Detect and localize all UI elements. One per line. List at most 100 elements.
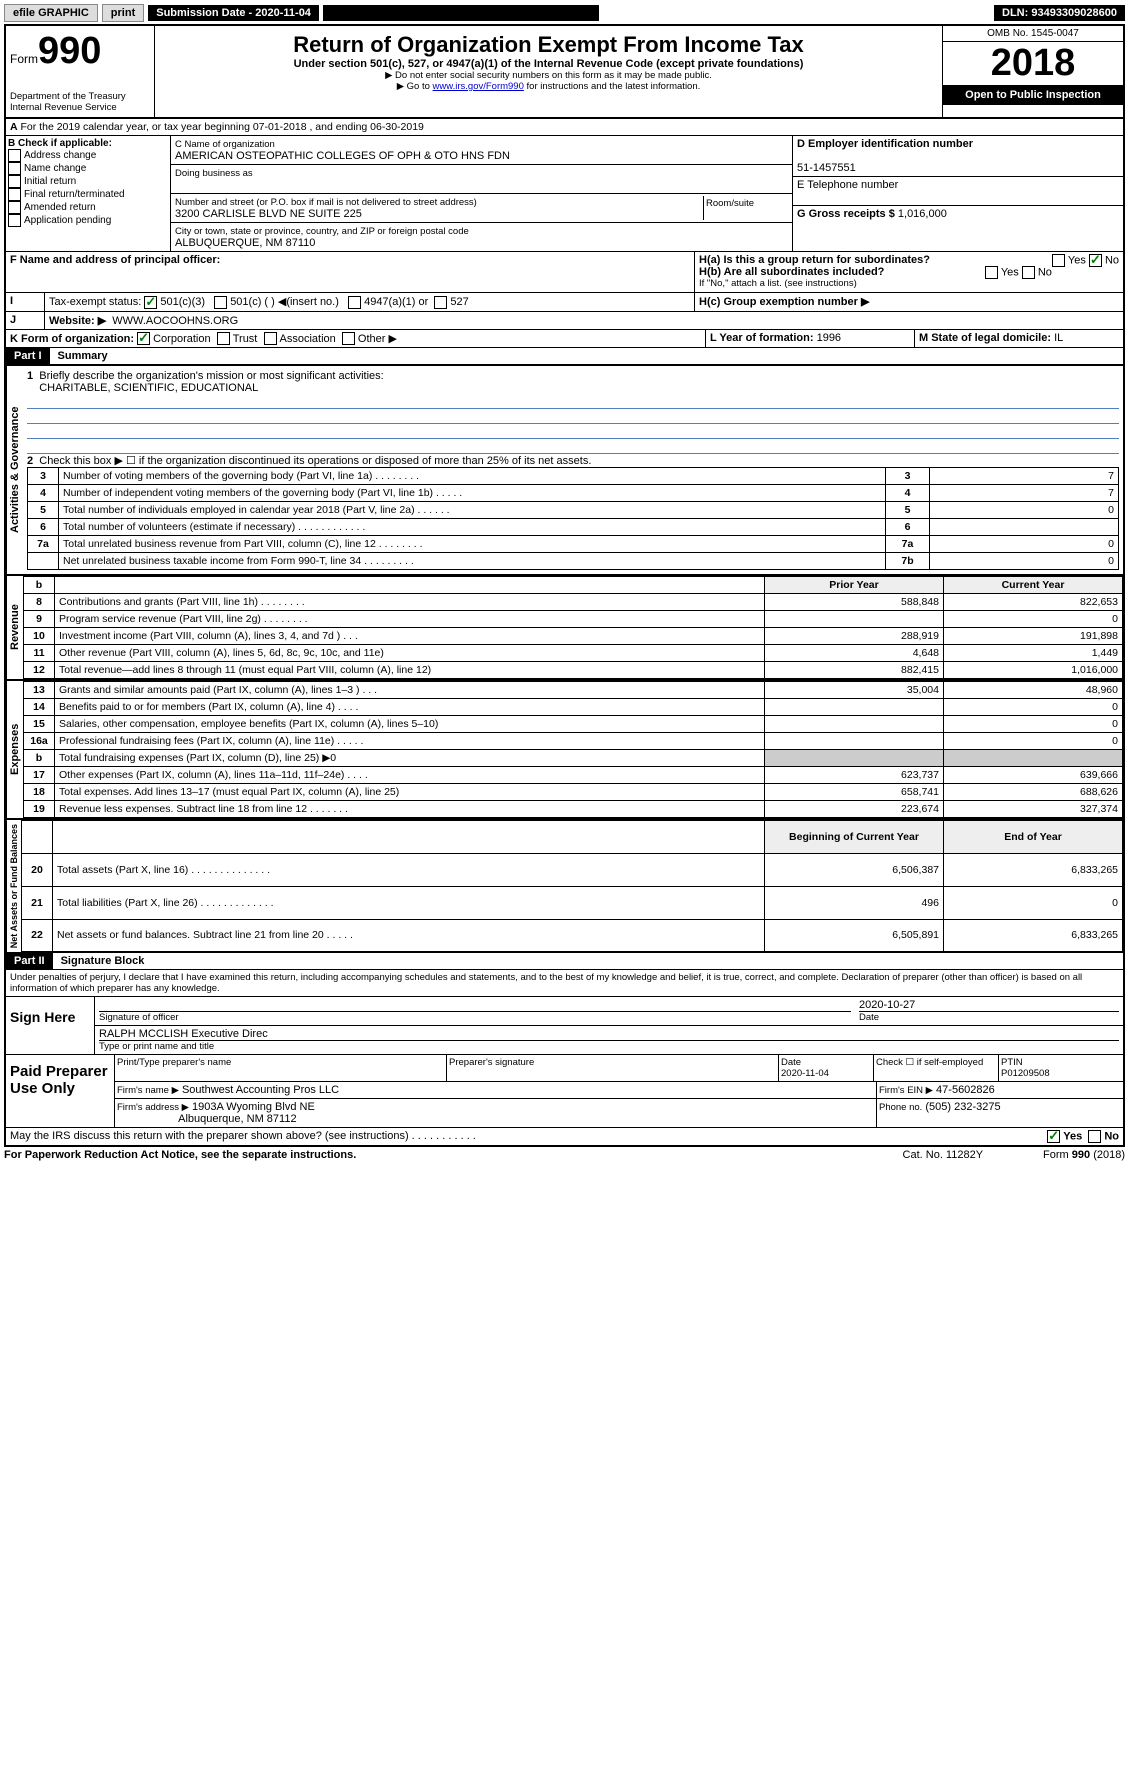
part2-title: Signature Block [61, 955, 145, 967]
discuss-row: May the IRS discuss this return with the… [6, 1127, 1123, 1145]
form-footer: Form 990 (2018) [1043, 1149, 1125, 1161]
ptin: P01209508 [1001, 1068, 1050, 1079]
sign-here-label: Sign Here [6, 997, 95, 1054]
form-word: Form [10, 52, 38, 66]
footer-row: For Paperwork Reduction Act Notice, see … [4, 1147, 1125, 1163]
section-na: Net Assets or Fund Balances Beginning of… [6, 818, 1123, 952]
info-grid: B Check if applicable: Address change Na… [6, 135, 1123, 251]
box-b-label: B Check if applicable: [8, 138, 112, 149]
row-j: J Website: ▶ WWW.AOCOOHNS.ORG [6, 311, 1123, 329]
officer-name-label: Type or print name and title [99, 1040, 1119, 1052]
name-label: C Name of organization [175, 139, 275, 150]
section-exp: Expenses 13Grants and similar amounts pa… [6, 679, 1123, 818]
form-title: Return of Organization Exempt From Incom… [161, 32, 936, 58]
row-klm: K Form of organization: Corporation Trus… [6, 329, 1123, 348]
website-value: WWW.AOCOOHNS.ORG [112, 315, 238, 327]
open-public: Open to Public Inspection [943, 85, 1123, 105]
section-rev: Revenue bPrior YearCurrent Year8Contribu… [6, 574, 1123, 679]
top-bar: efile GRAPHIC print Submission Date - 20… [4, 4, 1125, 22]
submission-date: Submission Date - 2020-11-04 [148, 5, 319, 21]
sig-date: 2020-10-27 [859, 999, 915, 1011]
form-org-label: K Form of organization: [10, 333, 134, 345]
header-left: Form990 Department of the Treasury Inter… [6, 26, 155, 117]
line2: Check this box ▶ ☐ if the organization d… [39, 455, 591, 467]
officer-name: RALPH MCCLISH Executive Direc [99, 1028, 268, 1040]
pra-notice: For Paperwork Reduction Act Notice, see … [4, 1149, 356, 1161]
section-ag: Activities & Governance 1 Briefly descri… [6, 364, 1123, 574]
table-exp: 13Grants and similar amounts paid (Part … [23, 681, 1123, 818]
gross-label: G Gross receipts $ [797, 208, 895, 220]
self-emp: Check ☐ if self-employed [874, 1055, 999, 1081]
header-right: OMB No. 1545-0047 2018 Open to Public In… [942, 26, 1123, 117]
pname-label: Print/Type preparer's name [115, 1055, 447, 1081]
omb-number: OMB No. 1545-0047 [943, 26, 1123, 42]
table-rev: bPrior YearCurrent Year8Contributions an… [23, 576, 1123, 679]
sign-block: Sign Here Signature of officer 2020-10-2… [6, 996, 1123, 1054]
year-formed: 1996 [817, 332, 841, 344]
hb-note: If "No," attach a list. (see instruction… [699, 278, 1119, 289]
form-container: Form990 Department of the Treasury Inter… [4, 24, 1125, 1147]
sig-date-label: Date [859, 1011, 1119, 1023]
vlabel-rev: Revenue [6, 576, 23, 679]
domicile: IL [1054, 332, 1063, 344]
note-ssn: ▶ Do not enter social security numbers o… [161, 70, 936, 81]
tax-status-label: Tax-exempt status: [49, 296, 141, 308]
efile-button[interactable]: efile GRAPHIC [4, 4, 98, 22]
fiscal-year: A For the 2019 calendar year, or tax yea… [6, 118, 1123, 135]
gross-value: 1,016,000 [898, 208, 947, 220]
print-button[interactable]: print [102, 4, 144, 22]
chk-pending[interactable]: Application pending [24, 215, 111, 226]
box-b: B Check if applicable: Address change Na… [6, 136, 171, 251]
addr-label: Number and street (or P.O. box if mail i… [175, 197, 477, 208]
part2-badge: Part II [6, 953, 53, 969]
org-address: 3200 CARLISLE BLVD NE SUITE 225 [175, 208, 362, 220]
ein-value: 51-1457551 [797, 162, 856, 174]
box-c: C Name of organizationAMERICAN OSTEOPATH… [171, 136, 792, 251]
website-label: Website: ▶ [49, 315, 106, 327]
row-i: I Tax-exempt status: 501(c)(3) 501(c) ( … [6, 292, 1123, 311]
perjury-text: Under penalties of perjury, I declare th… [6, 969, 1123, 996]
firm-addr: 1903A Wyoming Blvd NE [192, 1101, 315, 1113]
sig-label: Signature of officer [99, 1011, 851, 1023]
dept-label: Department of the Treasury Internal Reve… [10, 91, 150, 113]
chk-amended[interactable]: Amended return [24, 202, 96, 213]
ein-label: D Employer identification number [797, 138, 973, 150]
spacer [323, 5, 599, 21]
box-h: H(a) Is this a group return for subordin… [695, 252, 1123, 292]
firm-addr2: Albuquerque, NM 87112 [178, 1113, 296, 1125]
mission-text: CHARITABLE, SCIENTIFIC, EDUCATIONAL [39, 382, 258, 394]
room-label: Room/suite [703, 196, 788, 220]
firm-ein: 47-5602826 [936, 1084, 995, 1096]
vlabel-exp: Expenses [6, 681, 23, 818]
table-ag: 3Number of voting members of the governi… [27, 467, 1119, 570]
org-city: ALBUQUERQUE, NM 87110 [175, 237, 315, 249]
firm-name: Southwest Accounting Pros LLC [182, 1084, 339, 1096]
phone-label: E Telephone number [797, 179, 898, 191]
form-subtitle: Under section 501(c), 527, or 4947(a)(1)… [161, 58, 936, 70]
tax-year: 2018 [943, 42, 1123, 85]
pdate: 2020-11-04 [781, 1068, 829, 1079]
part1-badge: Part I [6, 348, 50, 364]
row-fh: F Name and address of principal officer:… [6, 251, 1123, 292]
org-name: AMERICAN OSTEOPATHIC COLLEGES OF OPH & O… [175, 150, 510, 162]
mission-label: Briefly describe the organization's miss… [39, 370, 383, 382]
dba-label: Doing business as [175, 168, 253, 179]
chk-name[interactable]: Name change [24, 163, 86, 174]
ha-label: H(a) Is this a group return for subordin… [699, 254, 930, 266]
discuss-text: May the IRS discuss this return with the… [10, 1130, 476, 1143]
chk-final[interactable]: Final return/terminated [24, 189, 125, 200]
part1-header: Part I Summary [6, 347, 1123, 364]
chk-address[interactable]: Address change [24, 150, 96, 161]
header-center: Return of Organization Exempt From Incom… [155, 26, 942, 117]
chk-initial[interactable]: Initial return [24, 176, 76, 187]
year-formed-label: L Year of formation: [710, 332, 814, 344]
vlabel-na: Net Assets or Fund Balances [6, 820, 21, 952]
form-header: Form990 Department of the Treasury Inter… [6, 26, 1123, 118]
city-label: City or town, state or province, country… [175, 226, 469, 237]
vlabel-ag: Activities & Governance [6, 366, 23, 574]
irs-link[interactable]: www.irs.gov/Form990 [433, 81, 524, 92]
dln: DLN: 93493309028600 [994, 5, 1125, 21]
psig-label: Preparer's signature [447, 1055, 779, 1081]
form-number: 990 [38, 30, 101, 72]
domicile-label: M State of legal domicile: [919, 332, 1051, 344]
